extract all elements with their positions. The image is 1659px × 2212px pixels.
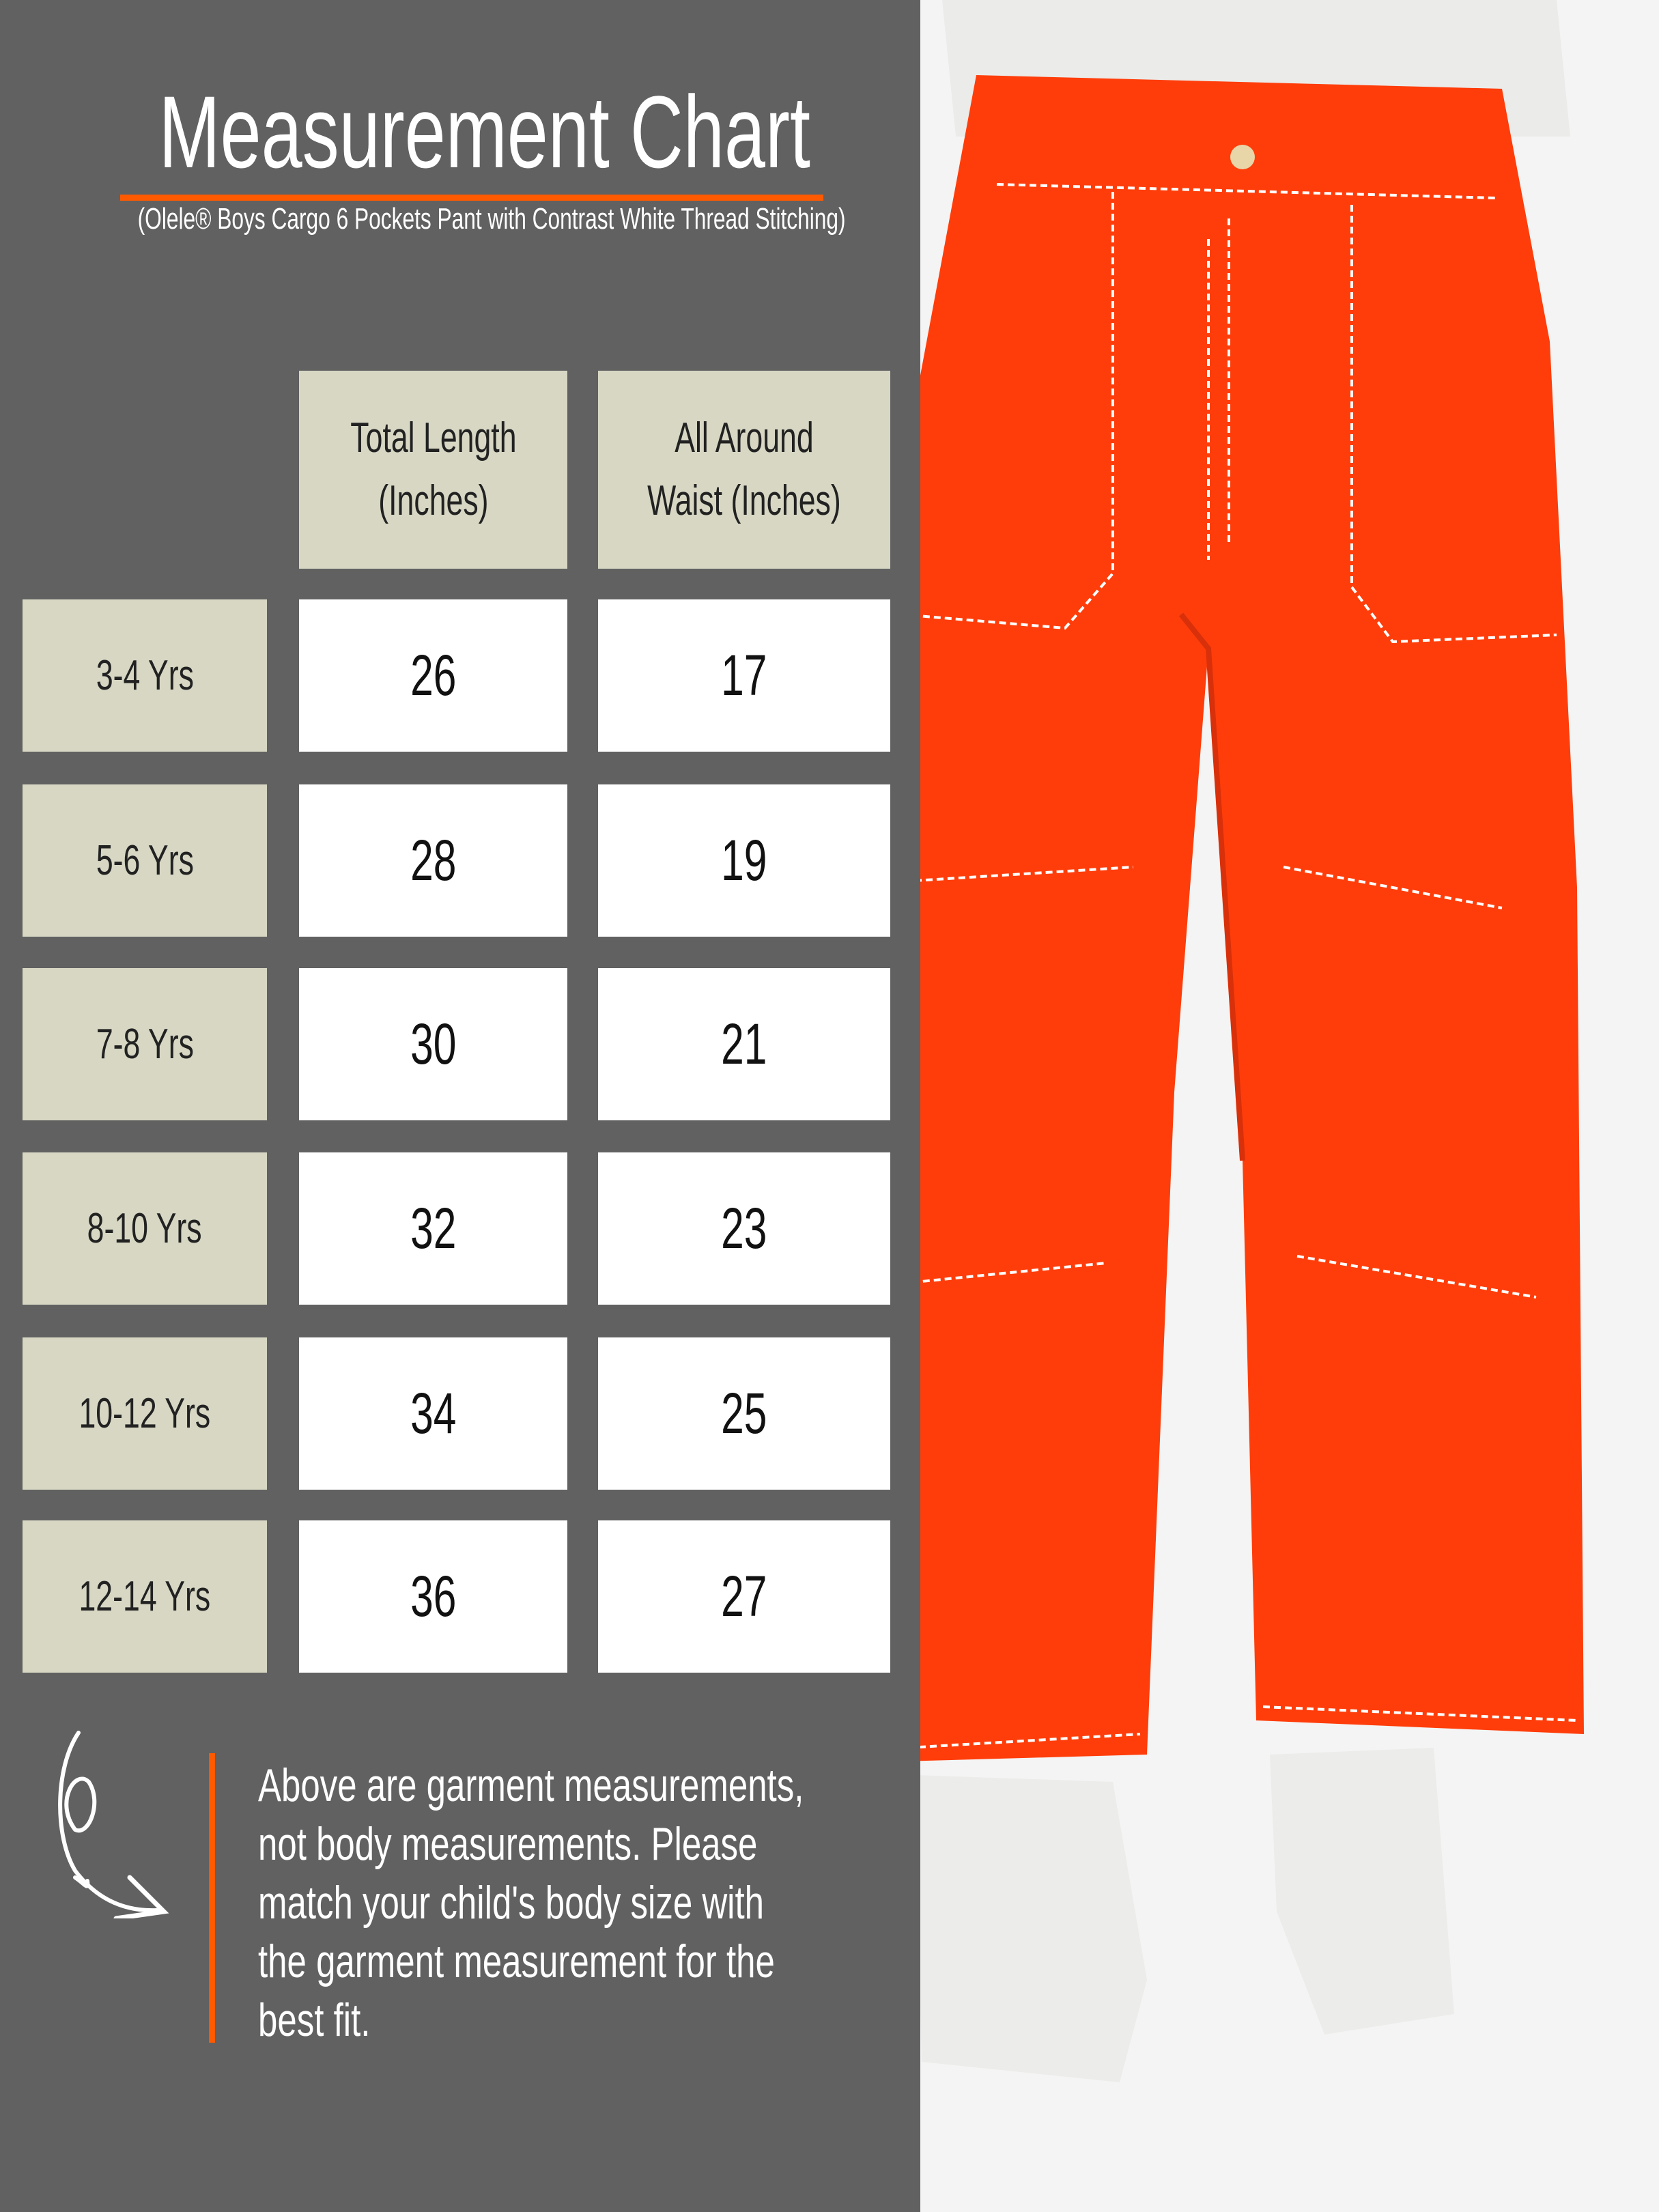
waist-value: 17	[598, 599, 890, 752]
waist-value-text: 21	[721, 1012, 767, 1076]
title-underline	[120, 195, 823, 201]
total-length-value: 26	[299, 599, 567, 752]
size-label: 3-4 Yrs	[23, 599, 267, 752]
size-label: 12-14 Yrs	[23, 1520, 267, 1673]
waist-value: 27	[598, 1520, 890, 1673]
product-subtitle: (Olele® Boys Cargo 6 Pockets Pant with C…	[137, 202, 846, 236]
fit-note: Above are garment measurements, not body…	[258, 1759, 804, 2046]
page-title: Measurement Chart	[158, 74, 811, 189]
size-label-text: 12-14 Yrs	[79, 1573, 211, 1620]
waist-value-text: 19	[721, 828, 767, 892]
total-length-value-text: 34	[410, 1381, 457, 1445]
column-header-total-length: Total Length (Inches)	[299, 371, 567, 569]
total-length-value-text: 32	[410, 1196, 457, 1260]
total-length-value-text: 28	[410, 828, 457, 892]
total-length-value: 30	[299, 968, 567, 1120]
total-length-value: 32	[299, 1152, 567, 1305]
size-label-text: 7-8 Yrs	[96, 1021, 194, 1068]
waist-value: 23	[598, 1152, 890, 1305]
waist-value: 25	[598, 1337, 890, 1490]
total-length-value: 28	[299, 784, 567, 937]
waist-value-text: 25	[721, 1381, 767, 1445]
size-label-text: 5-6 Yrs	[96, 837, 194, 884]
product-photo-cargo-pants	[888, 0, 1659, 2212]
size-label: 10-12 Yrs	[23, 1337, 267, 1490]
waist-value-text: 17	[721, 643, 767, 707]
waist-value: 21	[598, 968, 890, 1120]
size-label: 7-8 Yrs	[23, 968, 267, 1120]
curly-arrow-icon	[58, 1731, 169, 1918]
size-label-text: 8-10 Yrs	[87, 1205, 202, 1252]
size-label: 5-6 Yrs	[23, 784, 267, 937]
waist-value-text: 27	[721, 1564, 767, 1628]
total-length-value-text: 36	[410, 1564, 457, 1628]
column-header-waist: All Around Waist (Inches)	[598, 371, 890, 569]
total-length-value-text: 30	[410, 1012, 457, 1076]
size-label-text: 3-4 Yrs	[96, 652, 194, 699]
waist-value-text: 23	[721, 1196, 767, 1260]
total-length-value: 36	[299, 1520, 567, 1673]
total-length-value-text: 26	[410, 643, 457, 707]
size-label: 8-10 Yrs	[23, 1152, 267, 1305]
note-accent-bar	[209, 1753, 215, 2043]
size-label-text: 10-12 Yrs	[79, 1390, 211, 1437]
waist-value: 19	[598, 784, 890, 937]
total-length-value: 34	[299, 1337, 567, 1490]
